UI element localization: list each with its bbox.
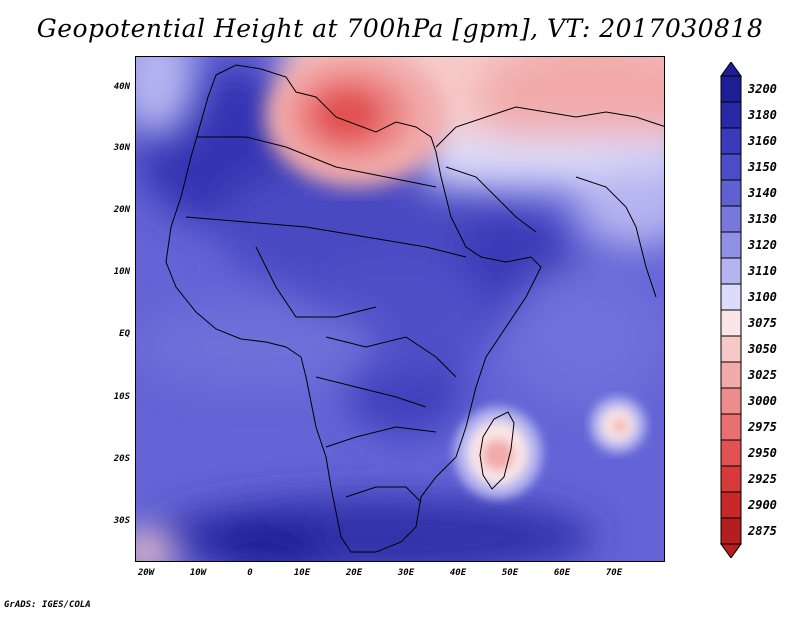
colorbar-swatch: [720, 413, 742, 441]
shaded-field: [136, 57, 664, 561]
colorbar-level-label: 3140: [748, 186, 777, 200]
colorbar-level-label: 3075: [748, 316, 777, 330]
colorbar-level-label: 2875: [748, 524, 777, 538]
colorbar-swatch: [720, 387, 742, 415]
colorbar-level-label: 3000: [748, 394, 777, 408]
lat-label: 30S: [113, 516, 130, 526]
colorbar-swatch: [720, 361, 742, 389]
lon-label: 0: [247, 568, 253, 578]
lon-label: 60E: [553, 568, 571, 578]
colorbar-level-label: 3200: [748, 82, 777, 96]
colorbar-swatch: [720, 75, 742, 103]
colorbar-swatch: [720, 465, 742, 493]
lon-label: 40E: [449, 568, 467, 578]
credit-text: GrADS: IGES/COLA: [4, 600, 91, 610]
lon-label: 30E: [397, 568, 415, 578]
lat-label: 10S: [113, 392, 130, 402]
colorbar-swatch: [720, 205, 742, 233]
colorbar-swatch: [720, 127, 742, 155]
colorbar-swatch: [720, 309, 742, 337]
colorbar: [720, 62, 742, 558]
colorbar-top-arrow: [720, 62, 742, 77]
colorbar-swatch: [720, 283, 742, 311]
colorbar-level-label: 3025: [748, 368, 777, 382]
lat-label: 10N: [113, 267, 130, 277]
colorbar-swatch: [720, 491, 742, 519]
lat-label: EQ: [119, 329, 130, 339]
map-panel: [135, 56, 665, 562]
lat-label: 40N: [113, 82, 130, 92]
colorbar-level-label: 3100: [748, 290, 777, 304]
coastlines: [165, 64, 664, 553]
lon-label: 20W: [137, 568, 155, 578]
colorbar-swatch: [720, 439, 742, 467]
lat-label: 20S: [113, 454, 130, 464]
colorbar-bottom-arrow: [720, 543, 742, 558]
colorbar-level-label: 2950: [748, 446, 777, 460]
colorbar-level-label: 3130: [748, 212, 777, 226]
colorbar-level-label: 3160: [748, 134, 777, 148]
colorbar-level-label: 3180: [748, 108, 777, 122]
colorbar-swatch: [720, 231, 742, 259]
height-field-map: [136, 57, 664, 561]
lat-label: 30N: [113, 143, 130, 153]
colorbar-level-label: 2925: [748, 472, 777, 486]
colorbar-swatch: [720, 257, 742, 285]
colorbar-level-label: 3110: [748, 264, 777, 278]
colorbar-swatch: [720, 101, 742, 129]
lon-label: 10E: [293, 568, 311, 578]
lon-label: 10W: [189, 568, 207, 578]
colorbar-level-label: 2975: [748, 420, 777, 434]
colorbar-level-label: 3150: [748, 160, 777, 174]
lon-label: 70E: [605, 568, 623, 578]
colorbar-level-label: 2900: [748, 498, 777, 512]
lon-label: 50E: [501, 568, 519, 578]
colorbar-swatch: [720, 517, 742, 545]
colorbar-swatch: [720, 179, 742, 207]
chart-title: Geopotential Height at 700hPa [gpm], VT:…: [36, 14, 764, 43]
colorbar-level-label: 3050: [748, 342, 777, 356]
colorbar-swatch: [720, 153, 742, 181]
lat-label: 20N: [113, 205, 130, 215]
colorbar-swatch: [720, 335, 742, 363]
colorbar-level-label: 3120: [748, 238, 777, 252]
lon-label: 20E: [345, 568, 363, 578]
